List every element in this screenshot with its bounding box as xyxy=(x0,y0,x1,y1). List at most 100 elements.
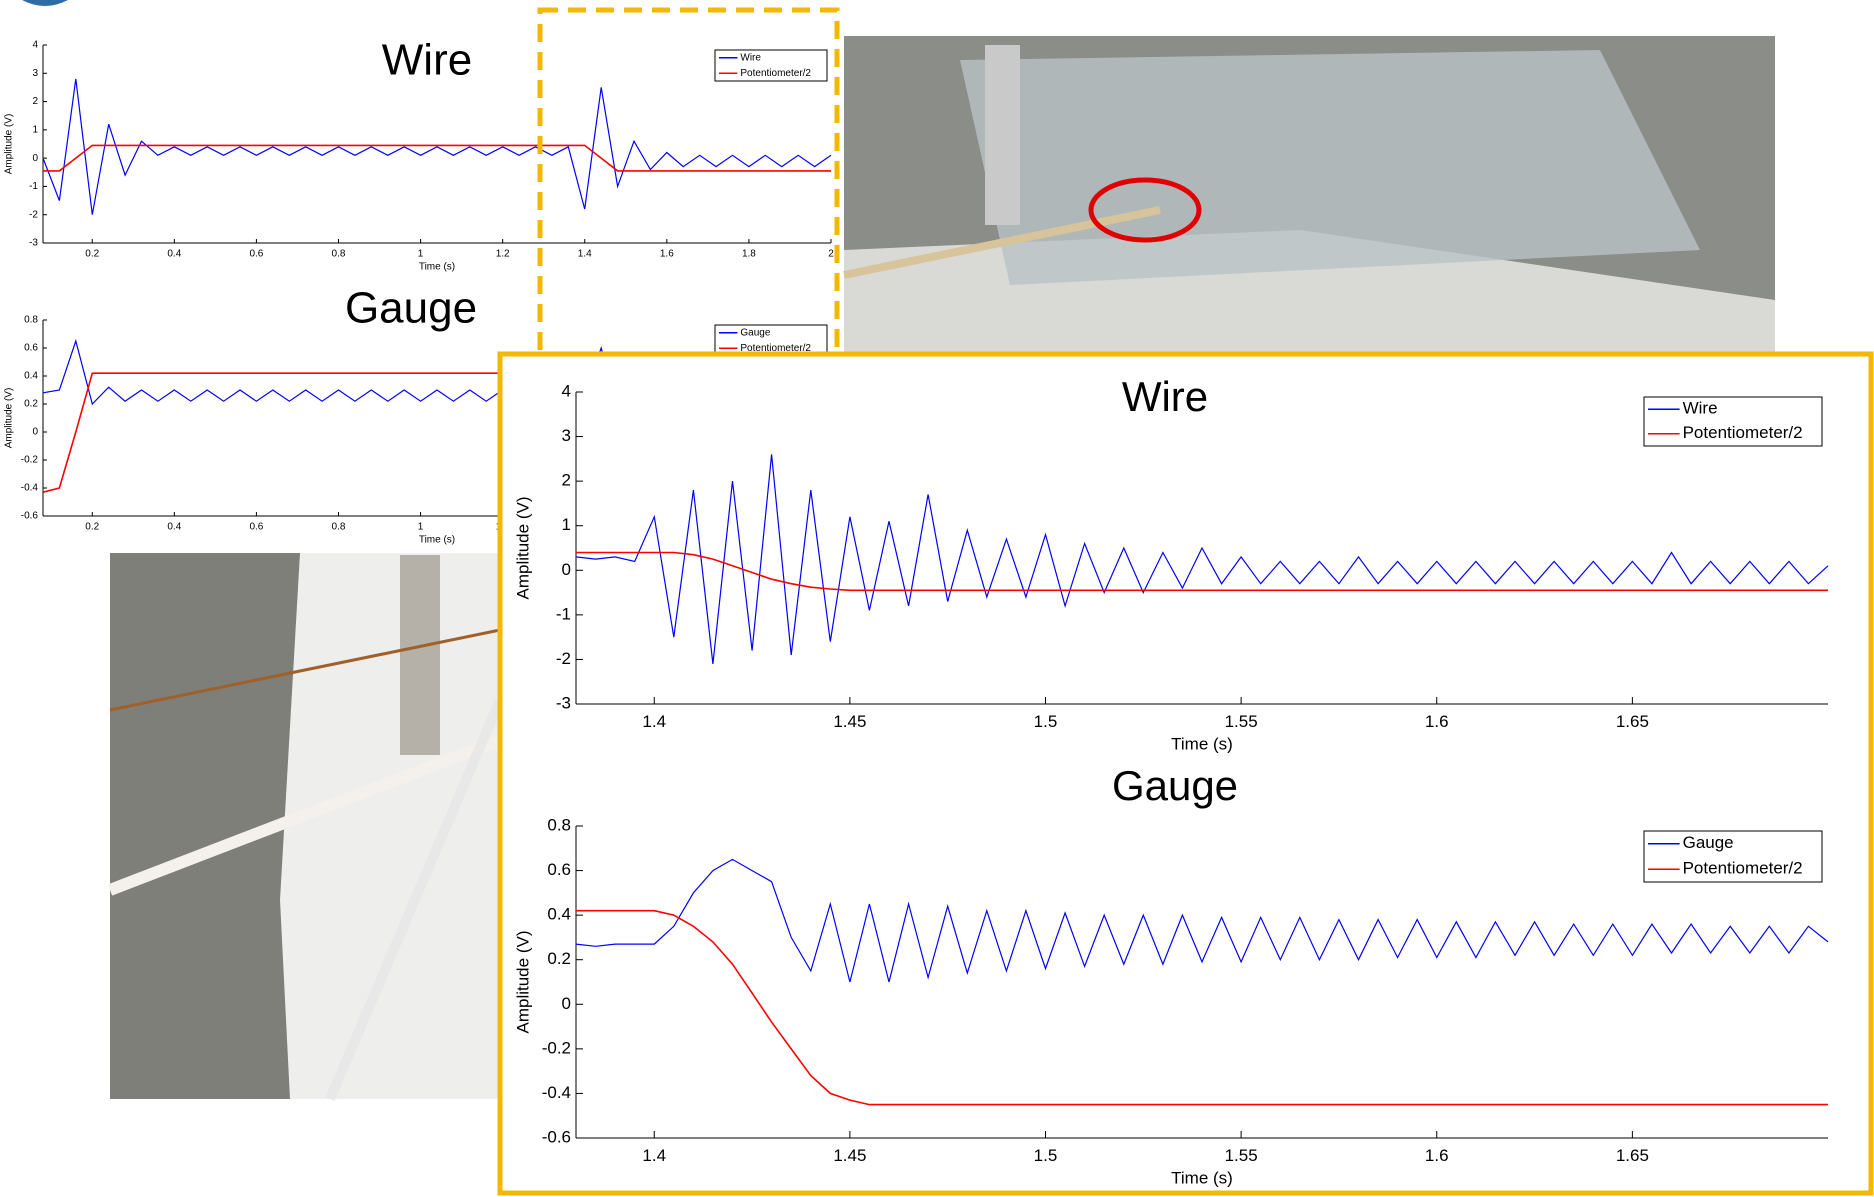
y-tick-label: 4 xyxy=(32,40,38,51)
series-line xyxy=(576,551,1828,592)
x-tick-label: 1.6 xyxy=(1425,1146,1449,1165)
big-gauge-chart: Gauge 1.4 1.45 1.5 1.55 1.6 1.65 -0.6 -0.4 -0.2 0 0… xyxy=(513,762,1829,1187)
zoom-panel xyxy=(497,351,1874,1196)
series-line xyxy=(575,454,1829,664)
y-axis-label: Amplitude (V) xyxy=(513,497,532,600)
legend-label: Wire xyxy=(1683,399,1718,418)
big-wire-chart: Wire 1.4 1.45 1.5 1.55 1.6 1.65 -3 -2 -1 0 1 2 3 4 Time… xyxy=(513,373,1829,753)
legend-label: Potentiometer/2 xyxy=(740,343,811,354)
x-axis-label: Time (s) xyxy=(1171,1168,1233,1187)
y-tick-label: 3 xyxy=(562,426,571,445)
y-tick-label: 0.4 xyxy=(24,371,38,382)
x-tick-label: 0.8 xyxy=(332,522,346,533)
series-line xyxy=(576,909,1828,1106)
x-tick-label: 1.6 xyxy=(1425,712,1449,731)
x-tick-label: 1.8 xyxy=(742,249,756,260)
x-tick-label: 1.4 xyxy=(642,712,666,731)
chart-title: Wire xyxy=(382,36,472,85)
y-tick-label: -3 xyxy=(29,238,38,249)
x-tick-label: 0.4 xyxy=(167,522,181,533)
legend-label: Gauge xyxy=(1683,833,1734,852)
x-tick-label: 1.55 xyxy=(1225,712,1258,731)
y-tick-label: 0.6 xyxy=(24,343,38,354)
legend-label: Gauge xyxy=(740,327,770,338)
legend-box xyxy=(1643,396,1823,447)
x-tick-label: 0.6 xyxy=(249,249,263,260)
x-tick-label: 1.55 xyxy=(1225,1146,1258,1165)
chart-title: Wire xyxy=(1122,373,1208,420)
y-tick-label: 0.8 xyxy=(24,315,38,326)
x-tick-label: 0.2 xyxy=(85,249,99,260)
x-axis-label: Time (s) xyxy=(1171,734,1233,753)
y-tick-label: 0 xyxy=(32,427,38,438)
y-tick-label: 0.2 xyxy=(547,949,571,968)
y-tick-label: 2 xyxy=(32,96,38,107)
x-tick-label: 1.4 xyxy=(642,1146,666,1165)
legend-label: Wire xyxy=(740,52,761,63)
x-tick-label: 1.5 xyxy=(1034,1146,1058,1165)
x-tick-label: 1.6 xyxy=(660,249,674,260)
x-tick-label: 1 xyxy=(418,522,424,533)
series-line xyxy=(43,144,831,172)
y-tick-label: -1 xyxy=(29,181,38,192)
legend-box xyxy=(1643,830,1823,883)
y-tick-label: 0.4 xyxy=(547,905,571,924)
x-tick-label: 1.5 xyxy=(1034,712,1058,731)
y-tick-label: 1 xyxy=(32,124,38,135)
small-wire-chart: Wire 0.2 0.4 0.6 0.8 1 1.2 1.4 1.6 1.8 2 -3 -2 -1 0 1 2 3… xyxy=(4,36,835,273)
photo-wire xyxy=(109,628,501,712)
photo-bottom xyxy=(107,553,505,1101)
chart-title: Gauge xyxy=(1112,762,1238,809)
y-tick-label: 0.2 xyxy=(24,399,38,410)
y-axis-label: Amplitude (V) xyxy=(513,931,532,1034)
x-tick-label: 1.2 xyxy=(496,249,510,260)
y-tick-label: 4 xyxy=(562,381,571,400)
y-tick-label: 3 xyxy=(32,68,38,79)
photo-bolt xyxy=(985,45,1020,225)
photo-cable xyxy=(107,734,503,896)
x-tick-label: 2 xyxy=(828,249,834,260)
highlight-ellipse xyxy=(1088,177,1202,243)
x-axis-label: Time (s) xyxy=(419,535,455,546)
series-line xyxy=(42,78,832,215)
x-tick-label: 1.45 xyxy=(833,1146,866,1165)
y-tick-label: 0 xyxy=(562,994,571,1013)
x-tick-label: 0.2 xyxy=(85,522,99,533)
x-tick-label: 1.65 xyxy=(1616,712,1649,731)
y-tick-label: -0.4 xyxy=(21,483,39,494)
y-tick-label: 1 xyxy=(562,515,571,534)
x-tick-label: 0.4 xyxy=(167,249,181,260)
y-axis-label: Amplitude (V) xyxy=(4,388,15,449)
photo-block xyxy=(280,553,500,1099)
chart-title: Gauge xyxy=(345,284,477,333)
y-tick-label: 0.8 xyxy=(547,815,571,834)
photo-fitting xyxy=(400,555,440,755)
legend-label: Potentiometer/2 xyxy=(1683,423,1803,442)
x-tick-label: 0.6 xyxy=(249,522,263,533)
y-tick-label: -2 xyxy=(556,649,571,668)
photo-rod xyxy=(843,206,1161,279)
y-tick-label: -0.6 xyxy=(542,1127,571,1146)
y-tick-label: -3 xyxy=(556,693,571,712)
y-tick-label: 0 xyxy=(32,153,38,164)
logo xyxy=(22,0,68,6)
x-tick-label: 1.45 xyxy=(833,712,866,731)
y-tick-label: -2 xyxy=(29,209,38,220)
photo-top xyxy=(843,36,1775,354)
legend-label: Potentiometer/2 xyxy=(1683,859,1803,878)
x-tick-label: 1.4 xyxy=(578,249,592,260)
y-tick-label: 0.6 xyxy=(547,860,571,879)
y-axis-label: Amplitude (V) xyxy=(4,114,15,175)
photo-acrylic xyxy=(960,50,1700,285)
x-axis-label: Time (s) xyxy=(419,262,455,273)
x-tick-label: 1.65 xyxy=(1616,1146,1649,1165)
series-line xyxy=(575,858,1829,983)
photo-cable xyxy=(325,698,505,1101)
y-tick-label: -0.2 xyxy=(542,1038,571,1057)
y-tick-label: -1 xyxy=(556,604,571,623)
x-tick-label: 1 xyxy=(418,249,424,260)
x-tick-label: 0.8 xyxy=(332,249,346,260)
legend-box xyxy=(714,324,828,357)
y-tick-label: -0.4 xyxy=(542,1083,571,1102)
